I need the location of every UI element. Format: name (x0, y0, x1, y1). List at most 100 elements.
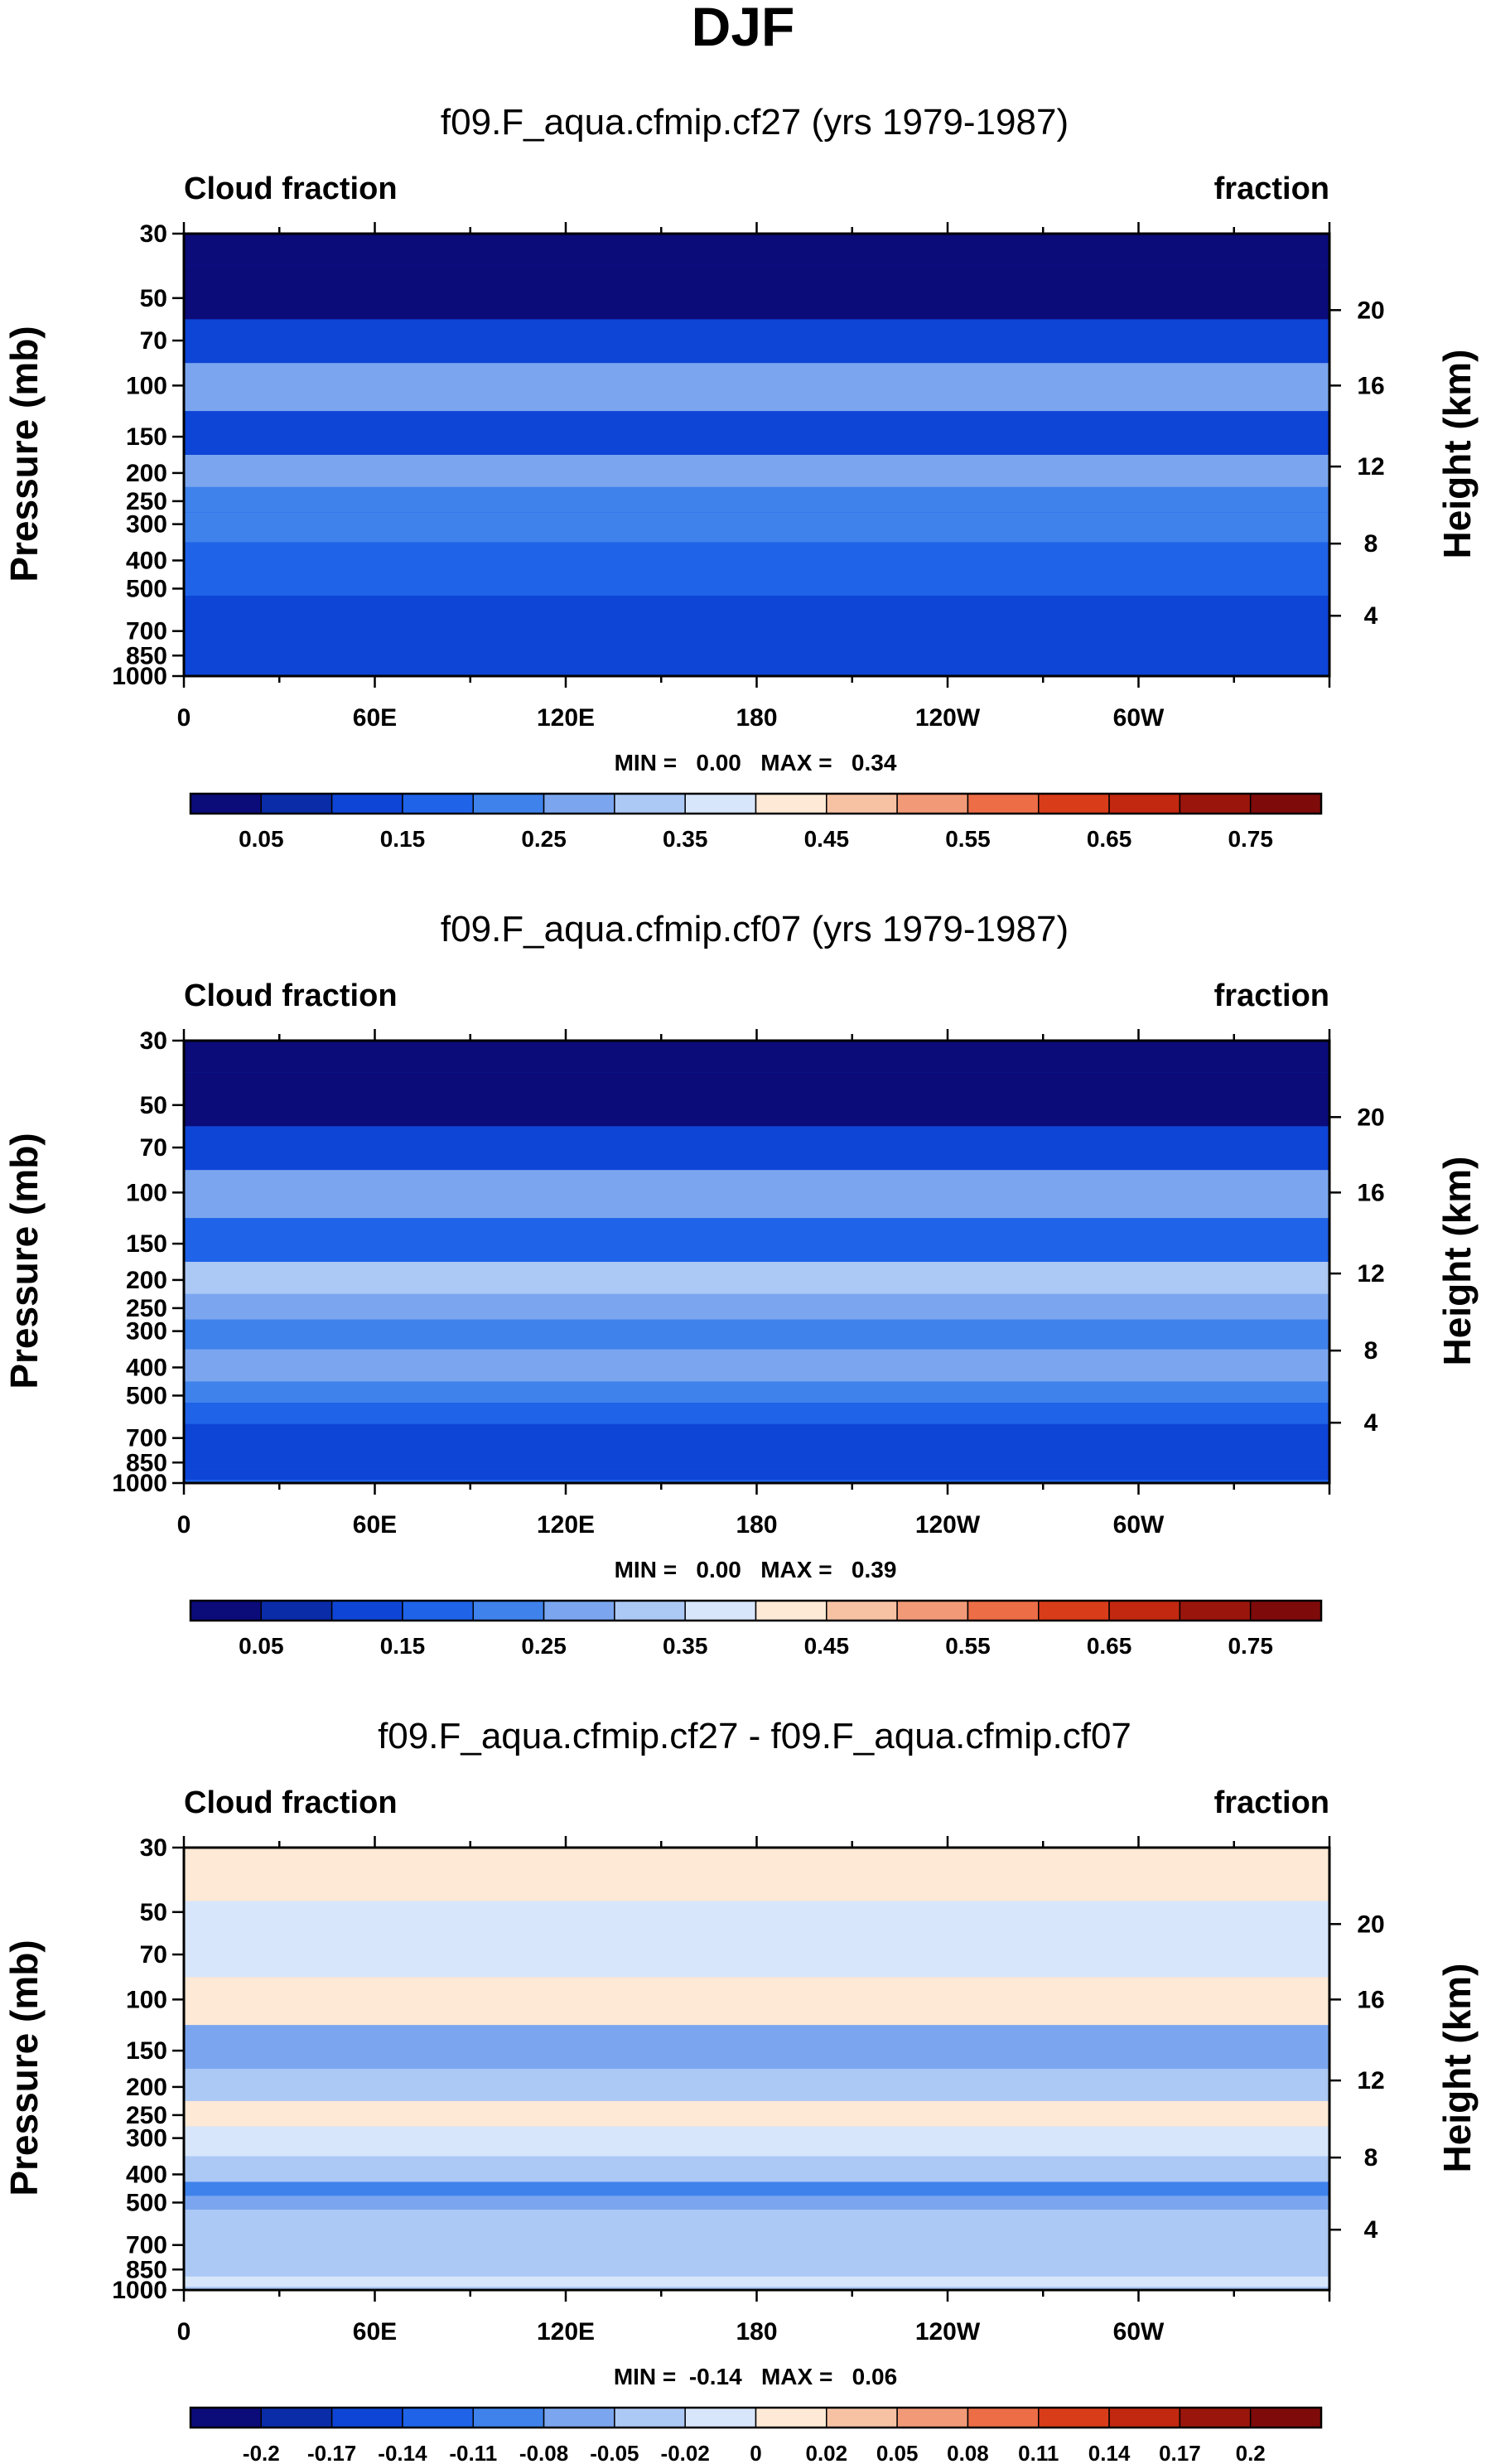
x-tick-label: 60W (1113, 1511, 1165, 1539)
contour-band-1000mb (184, 665, 1329, 676)
colorbar-label: 0.17 (1159, 2441, 1201, 2464)
panel-title: f09.F_aqua.cfmip.cf07 (yrs 1979-1987) (441, 909, 1069, 949)
colorbar-label: 0.45 (804, 826, 850, 852)
colorbar-swatch (260, 793, 333, 814)
y-tick-label: 100 (126, 372, 167, 399)
colorbar-swatch (826, 2407, 898, 2428)
left-corner-label: Cloud fraction (184, 172, 398, 206)
colorbar-swatch (330, 1600, 403, 1621)
colorbar-swatch (826, 1600, 898, 1621)
y-tick-label: 150 (126, 423, 167, 451)
left-corner-label: Cloud fraction (184, 1785, 398, 1820)
contour-band-250mb (184, 2100, 1329, 2127)
colorbar-label: 0.11 (1018, 2441, 1059, 2464)
y2-axis-title: Height (km) (1435, 350, 1479, 559)
contour-band-700mb (184, 2230, 1329, 2258)
colorbar-swatch (330, 2407, 403, 2428)
colorbar-swatch (1179, 793, 1252, 814)
colorbar-swatch (543, 793, 615, 814)
height-tick-label: 4 (1364, 2216, 1378, 2244)
colorbar-swatch (1108, 793, 1181, 814)
contour-band-850mb (184, 643, 1329, 666)
colorbar-label: -0.17 (307, 2441, 356, 2464)
contour-band-100mb (184, 363, 1329, 412)
height-tick-label: 20 (1357, 1911, 1384, 1938)
contour-band-70mb (184, 1901, 1329, 1978)
height-tick-label: 20 (1357, 297, 1384, 324)
y-tick-label: 200 (126, 1267, 167, 1294)
contour-band-30mb (184, 234, 1329, 266)
contour-band-50mb (184, 1072, 1329, 1127)
colorbar-label: 0.35 (663, 1633, 708, 1659)
y-tick-label: 1000 (112, 663, 167, 690)
x-tick-label: 60E (353, 1511, 397, 1539)
contour-band-700mb (184, 1423, 1329, 1451)
contour-band-500mb (184, 1381, 1329, 1404)
y-tick-label: 1000 (112, 2277, 167, 2304)
x-tick-label: 120E (537, 1511, 595, 1539)
left-corner-label: Cloud fraction (184, 978, 398, 1013)
contour-band-560mb (184, 1403, 1329, 1424)
y-tick-label: 700 (126, 1425, 167, 1452)
height-tick-label: 8 (1364, 530, 1378, 558)
colorbar-swatch (1179, 2407, 1252, 2428)
contour-band-150mb (184, 1218, 1329, 1262)
plot-area (184, 1041, 1329, 1483)
y-tick-label: 50 (140, 1092, 167, 1119)
x-tick-label: 60W (1113, 704, 1165, 732)
contour-band-30mb (184, 1848, 1329, 1901)
y-tick-label: 250 (126, 2102, 167, 2129)
colorbar-frame (189, 2406, 1323, 2429)
y2-axis-title: Height (km) (1435, 1157, 1479, 1366)
contour-band-560mb (184, 2210, 1329, 2231)
colorbar-label: 0.35 (663, 826, 708, 852)
colorbar-swatch (967, 2407, 1040, 2428)
colorbar-swatch (1038, 1600, 1110, 1621)
colorbar-label: 0.65 (1087, 826, 1132, 852)
colorbar-swatch (967, 793, 1040, 814)
panel-2: f09.F_aqua.cfmip.cf07 (yrs 1979-1987) Cl… (2, 909, 1479, 1659)
figure-title: DJF (692, 0, 795, 57)
height-tick-label: 4 (1364, 1409, 1378, 1437)
y-tick-label: 500 (126, 1382, 167, 1409)
y-axis-title: Pressure (mb) (2, 1940, 46, 2196)
y-axis-title: Pressure (mb) (2, 326, 46, 582)
colorbar-swatch (614, 2407, 686, 2428)
x-tick-label: 60W (1113, 2318, 1165, 2346)
y-tick-label: 150 (126, 1230, 167, 1258)
colorbar-label: -0.2 (243, 2441, 280, 2464)
colorbar-frame (189, 792, 1323, 815)
colorbar-swatch (755, 2407, 827, 2428)
contour-band-1000mb (184, 2287, 1329, 2290)
contour-band-400mb (184, 2156, 1329, 2182)
y-tick-label: 500 (126, 575, 167, 602)
colorbar-swatch (190, 2407, 263, 2428)
colorbar-label: -0.05 (590, 2441, 639, 2464)
colorbar: 0.05 0.15 0.25 0.35 0.45 0.55 0.65 0.75 (189, 792, 1323, 852)
plot-area (184, 234, 1329, 676)
colorbar-label: 0.05 (876, 2441, 919, 2464)
x-tick-label: 120W (915, 1511, 981, 1539)
colorbar-frame (189, 1599, 1323, 1622)
colorbar-swatch (543, 2407, 615, 2428)
y-tick-label: 850 (126, 2256, 167, 2283)
contour-band-250mb (184, 1293, 1329, 1320)
y-tick-label: 30 (140, 220, 167, 248)
y-axis-title: Pressure (mb) (2, 1133, 46, 1389)
y-tick-label: 400 (126, 1354, 167, 1381)
colorbar-label: -0.14 (378, 2441, 427, 2464)
panel-3: f09.F_aqua.cfmip.cf27 - f09.F_aqua.cfmip… (2, 1716, 1479, 2464)
contour-band-250mb (184, 486, 1329, 513)
y-tick-label: 50 (140, 285, 167, 312)
colorbar-swatch (330, 793, 403, 814)
contour-band-560mb (184, 596, 1329, 617)
contour-band-500mb (184, 574, 1329, 597)
y-tick-label: 300 (126, 511, 167, 539)
colorbar-swatch (755, 793, 827, 814)
y-tick-label: 700 (126, 2232, 167, 2259)
contour-band-100mb (184, 1170, 1329, 1219)
y-tick-label: 850 (126, 1449, 167, 1476)
right-corner-label: fraction (1214, 978, 1329, 1013)
x-tick-label: 60E (353, 2318, 397, 2346)
